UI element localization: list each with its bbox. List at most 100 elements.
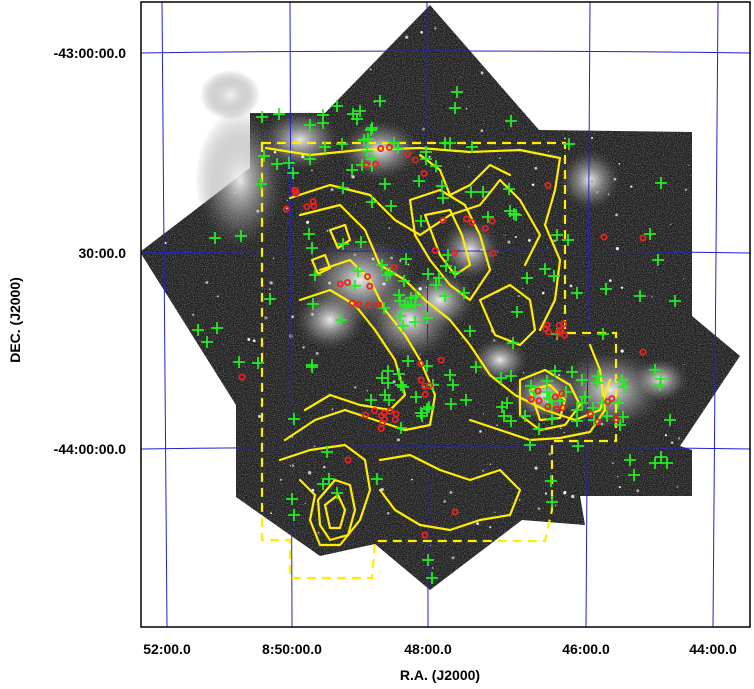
- source-cross-marker: [323, 473, 335, 485]
- source-circle-marker: [594, 418, 602, 426]
- source-cross-marker: [495, 372, 507, 384]
- background-star: [422, 127, 425, 131]
- source-cross-marker: [545, 475, 557, 487]
- background-star: [285, 207, 288, 210]
- survey-boundary-outline: [260, 141, 618, 580]
- background-star: [264, 316, 268, 320]
- background-star: [664, 434, 668, 437]
- background-star: [611, 462, 614, 465]
- source-cross-marker: [655, 451, 667, 463]
- background-star: [482, 413, 484, 415]
- background-star: [279, 478, 282, 481]
- source-cross-marker: [548, 270, 560, 282]
- ra-grid-line: [161, 2, 168, 627]
- source-cross-marker: [420, 153, 432, 165]
- background-star: [315, 351, 319, 355]
- source-cross-marker: [576, 397, 588, 409]
- background-star: [328, 281, 332, 285]
- source-circle-marker: [557, 327, 565, 335]
- background-star: [607, 193, 610, 196]
- background-star: [302, 346, 305, 349]
- contour-line: [518, 368, 582, 432]
- background-star: [164, 242, 167, 244]
- source-cross-marker: [466, 141, 478, 153]
- source-cross-marker: [498, 410, 510, 422]
- source-circle-marker: [420, 169, 428, 177]
- background-star: [687, 164, 690, 166]
- background-star: [591, 136, 594, 139]
- source-cross-marker: [356, 159, 368, 171]
- source-cross-marker: [562, 234, 574, 246]
- source-cross-marker: [288, 413, 300, 425]
- y-tick-label: 30:00.0: [79, 245, 127, 261]
- background-star: [630, 185, 633, 188]
- source-cross-marker: [579, 391, 591, 403]
- contour-line: [310, 253, 332, 276]
- source-cross-marker: [385, 200, 397, 212]
- background-star: [304, 502, 307, 505]
- source-cross-marker: [644, 228, 656, 240]
- source-cross-marker: [655, 373, 667, 385]
- source-cross-marker: [430, 160, 442, 172]
- background-star: [258, 414, 261, 418]
- source-cross-marker: [449, 266, 461, 278]
- source-cross-marker: [521, 272, 533, 284]
- source-cross-marker: [541, 386, 553, 398]
- source-cross-marker: [397, 320, 409, 332]
- source-circle-marker: [535, 397, 543, 405]
- x-axis-title: R.A. (J2000): [400, 667, 480, 683]
- source-cross-marker: [400, 253, 412, 265]
- source-cross-marker: [444, 369, 456, 381]
- source-cross-marker: [335, 314, 347, 326]
- source-cross-marker: [379, 178, 391, 190]
- source-circle-marker: [386, 407, 394, 415]
- source-circle-marker: [451, 508, 459, 516]
- source-cross-marker: [388, 137, 400, 149]
- source-cross-marker: [460, 394, 472, 406]
- source-cross-marker: [351, 113, 363, 125]
- source-cross-marker: [398, 275, 410, 287]
- source-cross-marker: [624, 454, 636, 466]
- background-star: [419, 353, 421, 355]
- source-cross-marker: [376, 372, 388, 384]
- background-star: [616, 475, 619, 478]
- contour-line: [378, 453, 522, 532]
- source-circle-marker: [489, 249, 497, 257]
- background-star: [429, 544, 431, 547]
- background-star: [544, 492, 548, 495]
- source-cross-marker: [576, 374, 588, 386]
- background-star: [618, 163, 621, 165]
- background-star: [620, 286, 624, 289]
- source-cross-marker: [337, 238, 349, 250]
- background-star: [216, 295, 219, 298]
- source-cross-marker: [470, 361, 482, 373]
- source-circle-marker: [561, 331, 569, 339]
- source-cross-marker: [426, 572, 438, 584]
- source-cross-marker: [572, 440, 584, 452]
- background-star: [422, 385, 426, 388]
- source-circle-marker: [437, 356, 445, 364]
- x-tick-label: 52:00.0: [143, 641, 191, 657]
- source-cross-marker: [366, 196, 378, 208]
- source-cross-marker: [395, 379, 407, 391]
- background-star: [541, 291, 545, 295]
- red-circle-sources: [238, 143, 647, 539]
- source-circle-marker: [552, 405, 560, 413]
- source-cross-marker: [652, 254, 664, 266]
- source-cross-marker: [416, 410, 428, 422]
- source-cross-marker: [352, 265, 364, 277]
- source-circle-marker: [544, 181, 552, 189]
- background-star: [676, 486, 679, 488]
- source-circle-marker: [344, 456, 352, 464]
- background-star: [461, 337, 463, 339]
- source-cross-marker: [549, 365, 561, 377]
- source-circle-marker: [292, 189, 300, 197]
- source-cross-marker: [649, 457, 661, 469]
- background-star: [590, 179, 594, 183]
- source-cross-marker: [464, 325, 476, 337]
- source-cross-marker: [376, 259, 388, 271]
- contour-line: [478, 283, 537, 347]
- background-star: [498, 157, 501, 160]
- background-star: [256, 209, 260, 213]
- background-star: [468, 166, 470, 168]
